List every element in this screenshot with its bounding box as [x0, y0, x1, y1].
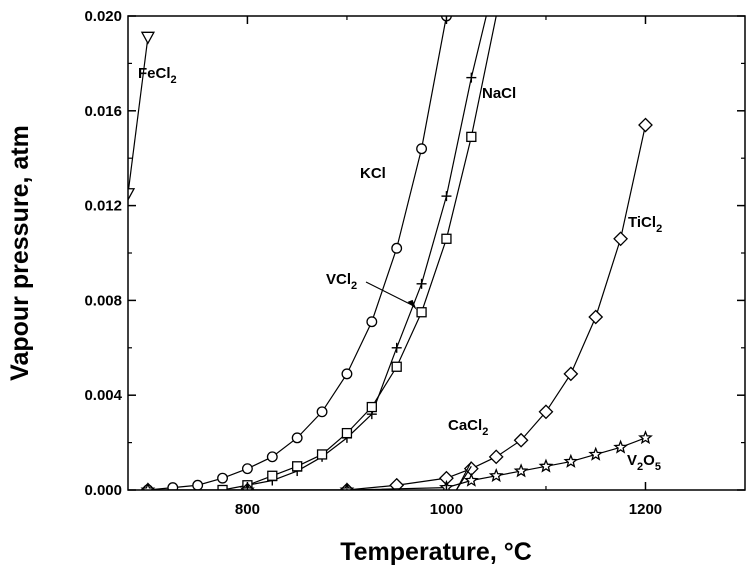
- data-point: [588, 446, 604, 461]
- series-line: [128, 37, 149, 194]
- series-v2o5: [140, 430, 653, 490]
- data-point: [140, 31, 155, 45]
- series-line: [247, 16, 487, 486]
- cacl2-leader-line: [455, 461, 472, 491]
- series-label: NaCl: [482, 85, 516, 102]
- data-point: [241, 463, 253, 475]
- data-point: [441, 233, 452, 244]
- ticks-layer: 800 1000 1200 0.000 0.004 0.008 0.012 0.016 0.02…: [84, 8, 745, 518]
- data-point: [416, 143, 428, 155]
- data-point: [488, 449, 504, 465]
- data-point: [391, 361, 402, 372]
- series-label: TiCl2: [628, 214, 662, 235]
- y-axis-title: Vapour pressure, atm: [6, 125, 34, 381]
- series-kcl: [142, 16, 452, 490]
- data-point: [538, 458, 554, 473]
- plot-frame: [127, 15, 746, 491]
- data-point: [466, 131, 477, 143]
- data-point: [366, 316, 378, 328]
- series-label: VCl2: [326, 271, 357, 292]
- y-tick-label: 0.020: [84, 8, 122, 25]
- data-point: [217, 484, 228, 490]
- series-line: [147, 124, 647, 490]
- data-point: [416, 278, 427, 289]
- data-point: [341, 368, 353, 380]
- data-point: [588, 309, 604, 325]
- data-point: [613, 439, 629, 454]
- series-ticl2: [140, 117, 653, 490]
- data-point: [638, 117, 653, 133]
- data-point: [128, 188, 136, 202]
- data-point: [563, 453, 579, 468]
- data-point: [513, 463, 529, 478]
- data-point: [291, 432, 303, 444]
- data-point: [266, 451, 278, 463]
- y-tick-label: 0.016: [84, 103, 122, 120]
- data-point: [441, 191, 452, 202]
- data-point: [488, 468, 504, 483]
- vcl2-leader-line: [365, 281, 414, 307]
- x-tick-label: 1000: [430, 501, 463, 518]
- y-tick-label: 0.004: [84, 387, 122, 404]
- data-point: [466, 72, 477, 83]
- y-tick-label: 0.012: [84, 198, 122, 215]
- series-labels: FeCl2 KCl NaCl VCl2 TiCl2 CaCl2 V2O5: [138, 65, 662, 491]
- x-axis-title: Temperature, °C: [340, 538, 532, 566]
- series-label: CaCl2: [448, 417, 488, 438]
- data-point: [292, 461, 303, 472]
- data-point: [366, 401, 377, 413]
- series-label: KCl: [360, 165, 386, 182]
- data-point: [391, 342, 402, 353]
- y-tick-label: 0.000: [84, 482, 122, 499]
- y-tick-label: 0.008: [84, 292, 122, 309]
- data-point: [192, 479, 204, 490]
- data-point: [167, 482, 179, 490]
- series-fecl2: [128, 31, 155, 202]
- data-point: [638, 430, 653, 445]
- series-label: FeCl2: [138, 65, 177, 86]
- data-point: [140, 482, 156, 490]
- series-layer: [128, 16, 653, 490]
- data-point: [217, 472, 228, 484]
- data-point: [416, 307, 427, 318]
- data-point: [563, 366, 579, 382]
- data-point: [463, 472, 479, 487]
- vcl2-arrow-head: [407, 299, 417, 310]
- data-point: [391, 242, 403, 254]
- data-point: [389, 477, 405, 490]
- data-point: [613, 231, 629, 247]
- x-tick-label: 800: [235, 501, 260, 518]
- data-point: [267, 470, 278, 481]
- data-point: [513, 432, 529, 448]
- data-point: [341, 427, 353, 439]
- data-point: [316, 406, 328, 418]
- series-label: V2O5: [627, 452, 661, 473]
- x-tick-label: 1200: [629, 501, 662, 518]
- series-line: [147, 16, 448, 490]
- data-point: [316, 449, 328, 460]
- data-point: [538, 404, 554, 420]
